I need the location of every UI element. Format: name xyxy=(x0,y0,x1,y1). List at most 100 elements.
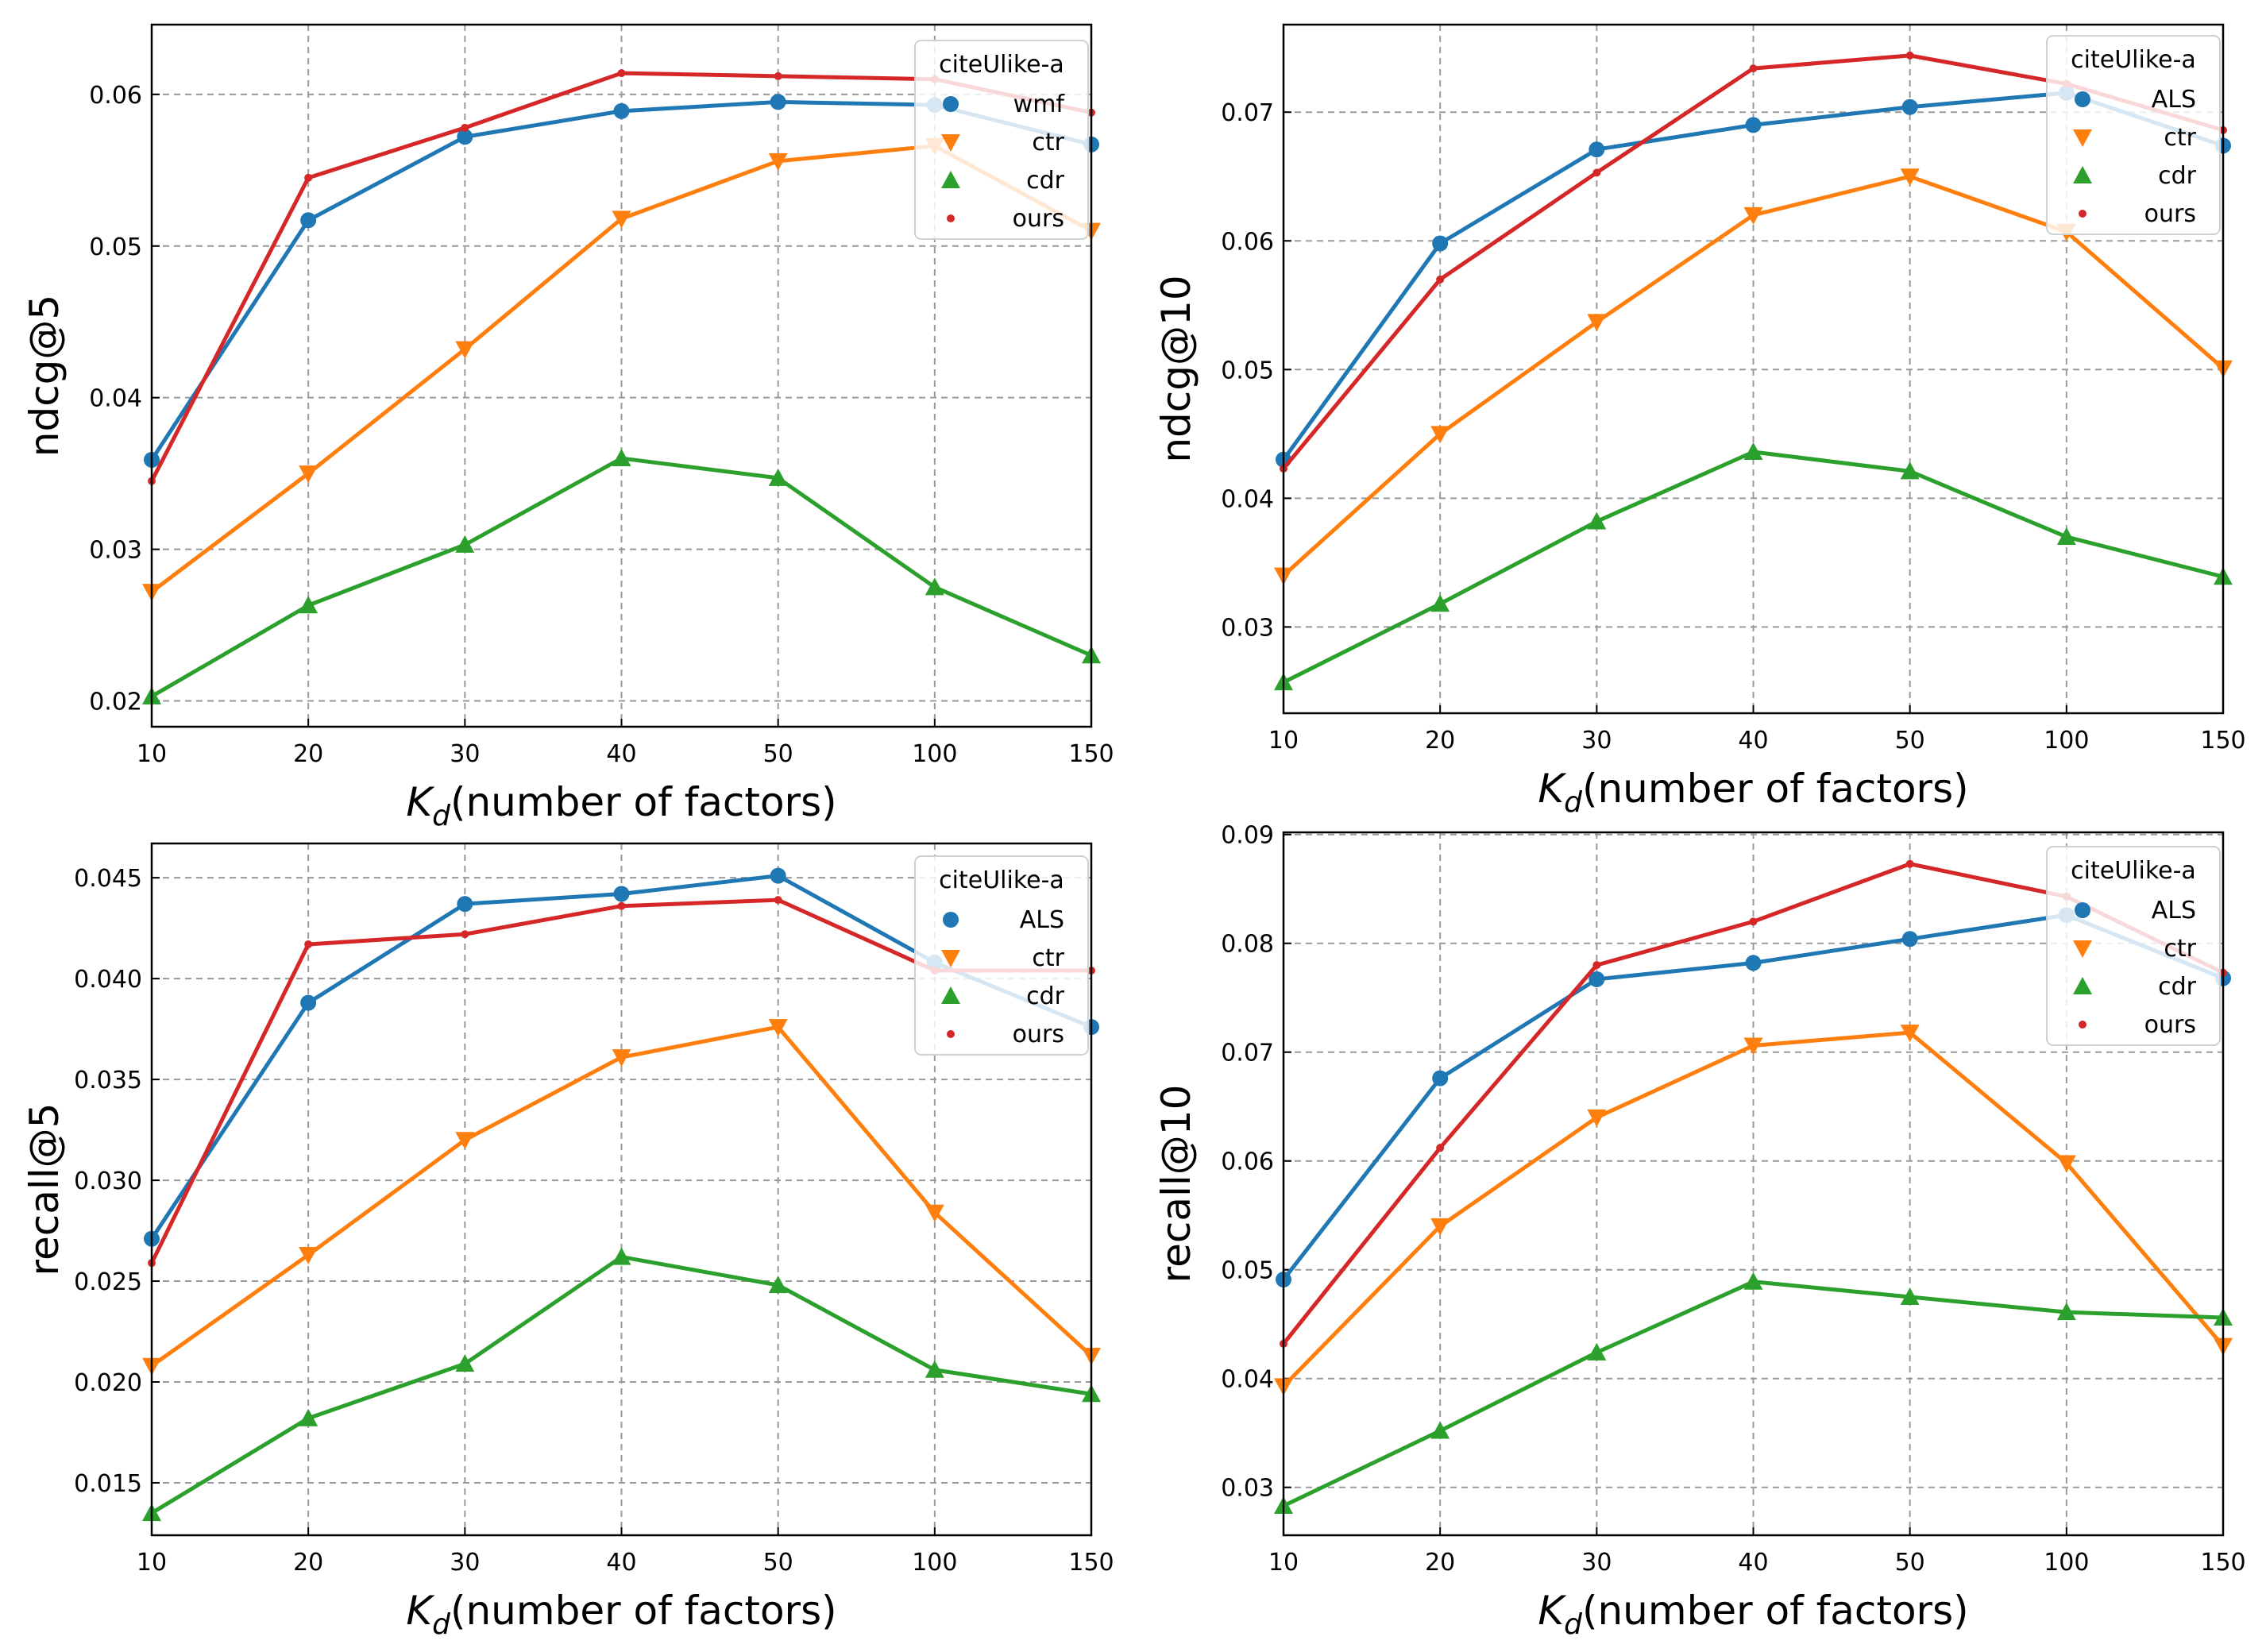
data-point xyxy=(1901,931,1918,948)
data-point xyxy=(943,912,959,928)
y-tick-label: 0.03 xyxy=(89,537,142,565)
legend-title: citeUlike-a xyxy=(2071,857,2196,885)
data-point xyxy=(304,173,313,182)
data-point xyxy=(925,1360,944,1378)
data-point xyxy=(941,986,960,1004)
x-tick-label: 20 xyxy=(293,1549,323,1577)
data-point xyxy=(457,129,473,145)
legend-item-ALS: ALS xyxy=(943,906,1064,934)
legend-label: ours xyxy=(1013,1021,1064,1048)
data-point xyxy=(1436,1144,1445,1152)
data-point xyxy=(1587,511,1607,530)
x-tick-label: 100 xyxy=(2044,1549,2089,1577)
legend-label: ALS xyxy=(1020,906,1064,934)
x-axis-label: Kd(number of factors) xyxy=(1538,766,1968,819)
data-point xyxy=(1587,1109,1607,1127)
y-tick-label: 0.03 xyxy=(1221,614,1274,642)
x-tick-label: 20 xyxy=(1425,727,1455,755)
data-point xyxy=(617,69,626,78)
legend-title: citeUlike-a xyxy=(939,51,1064,79)
y-tick-label: 0.05 xyxy=(1221,1257,1274,1285)
x-tick-label: 100 xyxy=(912,1549,957,1577)
data-point xyxy=(612,210,631,229)
data-point xyxy=(299,596,318,614)
data-point xyxy=(768,1276,788,1294)
data-point xyxy=(947,1030,955,1038)
plot-frame xyxy=(1282,831,2225,1537)
series-ctr xyxy=(142,1019,1101,1376)
data-point xyxy=(1905,859,1914,868)
y-tick-label: 0.02 xyxy=(89,689,142,716)
legend-item-ours: ours xyxy=(2079,200,2196,228)
x-tick-label: 10 xyxy=(1268,727,1299,755)
data-point xyxy=(2056,1303,2076,1321)
y-tick-label: 0.04 xyxy=(1221,1366,1274,1394)
data-point xyxy=(1589,971,1605,987)
data-point xyxy=(1749,64,1758,73)
legend-label: cdr xyxy=(2158,162,2197,190)
data-point xyxy=(1430,1218,1450,1236)
x-tick-label: 30 xyxy=(1581,727,1612,755)
y-tick-label: 0.035 xyxy=(74,1067,142,1094)
x-tick-label: 150 xyxy=(1068,1549,1114,1577)
y-tick-label: 0.03 xyxy=(1221,1475,1274,1503)
legend-label: cdr xyxy=(2158,973,2197,1001)
y-tick-label: 0.040 xyxy=(74,966,142,994)
legend-label: ALS xyxy=(2152,86,2196,114)
y-tick-label: 0.04 xyxy=(89,385,142,413)
x-axis-label: Kd(number of factors) xyxy=(1538,1588,1968,1641)
legend-label: ALS xyxy=(2152,897,2196,924)
data-point xyxy=(300,994,317,1011)
y-tick-label: 0.015 xyxy=(74,1470,142,1498)
legend-label: ctr xyxy=(1032,944,1064,972)
legend-label: ctr xyxy=(2164,124,2196,152)
x-axis-label: Kd(number of factors) xyxy=(406,1588,836,1641)
data-point xyxy=(300,212,317,229)
data-point xyxy=(2073,129,2092,147)
data-point xyxy=(925,577,944,596)
data-point xyxy=(612,1247,631,1265)
y-tick-label: 0.06 xyxy=(1221,228,1274,256)
plot-frame xyxy=(1282,23,2225,715)
data-point xyxy=(613,102,630,119)
data-point xyxy=(774,896,782,905)
legend: citeUlike-a wmf ctr cdr ours xyxy=(914,40,1089,240)
legend-box xyxy=(2046,35,2221,235)
legend-box xyxy=(914,855,1089,1056)
data-point xyxy=(1432,1070,1449,1087)
legend-item-cdr: cdr xyxy=(2073,162,2197,190)
legend-label: cdr xyxy=(1026,982,1065,1010)
data-point xyxy=(2073,940,2092,958)
data-point xyxy=(455,1132,475,1150)
y-tick-label: 0.09 xyxy=(1221,822,1274,850)
legend-label: ctr xyxy=(2164,935,2196,963)
series-cdr xyxy=(1274,442,2233,691)
y-tick-label: 0.05 xyxy=(89,234,142,261)
x-tick-label: 10 xyxy=(1268,1549,1299,1577)
legend-title: citeUlike-a xyxy=(939,867,1064,894)
data-point xyxy=(455,535,475,553)
data-point xyxy=(1900,1025,1920,1043)
legend-box xyxy=(914,40,1089,240)
data-point xyxy=(925,1204,944,1222)
data-point xyxy=(1749,917,1758,926)
data-point xyxy=(1589,141,1605,158)
data-point xyxy=(1745,955,1762,971)
data-point xyxy=(770,94,786,110)
series-line xyxy=(150,1255,1092,1515)
data-point xyxy=(1900,461,1920,480)
data-point xyxy=(1743,1037,1763,1056)
data-point xyxy=(613,886,630,902)
data-point xyxy=(1743,1272,1763,1290)
data-point xyxy=(299,1408,318,1426)
x-tick-label: 40 xyxy=(1738,727,1768,755)
legend-title: citeUlike-a xyxy=(2071,46,2196,74)
plot-frame xyxy=(150,842,1093,1537)
data-point xyxy=(770,867,786,884)
data-point xyxy=(457,896,473,913)
plot-frame xyxy=(150,23,1093,728)
chart-panel-2: 10 20 30 40 50 100 150 0.03 0.04 0.05 0.06 0.07 Kd(n… xyxy=(1153,23,2246,819)
legend-label: cdr xyxy=(1026,167,1065,195)
legend-item-ALS: ALS xyxy=(2075,86,2196,114)
x-tick-label: 150 xyxy=(1068,740,1114,768)
